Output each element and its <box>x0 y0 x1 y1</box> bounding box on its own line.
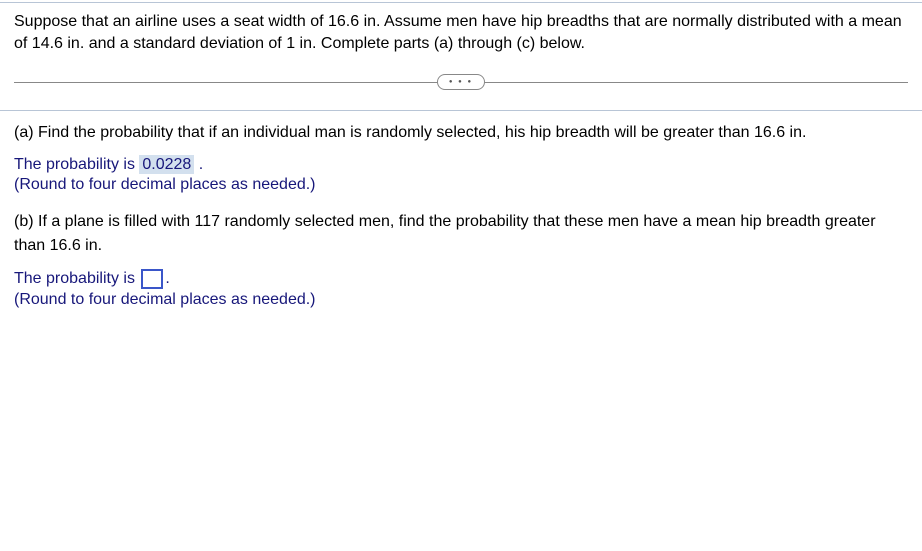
part-b-hint: (Round to four decimal places as needed.… <box>14 291 908 309</box>
part-b-question: (b) If a plane is filled with 117 random… <box>14 210 908 256</box>
part-b-answer-prefix: The probability is <box>14 270 139 287</box>
problem-header-frame: Suppose that an airline uses a seat widt… <box>0 2 922 111</box>
problem-body: (a) Find the probability that if an indi… <box>0 111 922 319</box>
part-a-answer-value[interactable]: 0.0228 <box>139 155 194 174</box>
part-a-answer-suffix: . <box>194 156 203 173</box>
part-a-answer-prefix: The probability is <box>14 156 139 173</box>
collapse-divider: ● ● ● <box>14 72 908 92</box>
part-a-question: (a) Find the probability that if an indi… <box>14 121 908 144</box>
expand-collapse-button[interactable]: ● ● ● <box>437 74 485 90</box>
part-a-answer-line: The probability is 0.0228 . <box>14 156 908 174</box>
ellipsis-icon: ● ● ● <box>449 79 473 85</box>
part-b-answer-input[interactable] <box>141 269 163 289</box>
part-b-answer-line: The probability is . <box>14 269 908 289</box>
problem-intro-text: Suppose that an airline uses a seat widt… <box>14 11 908 54</box>
part-a-hint: (Round to four decimal places as needed.… <box>14 176 908 194</box>
part-b-answer-suffix: . <box>165 270 169 287</box>
